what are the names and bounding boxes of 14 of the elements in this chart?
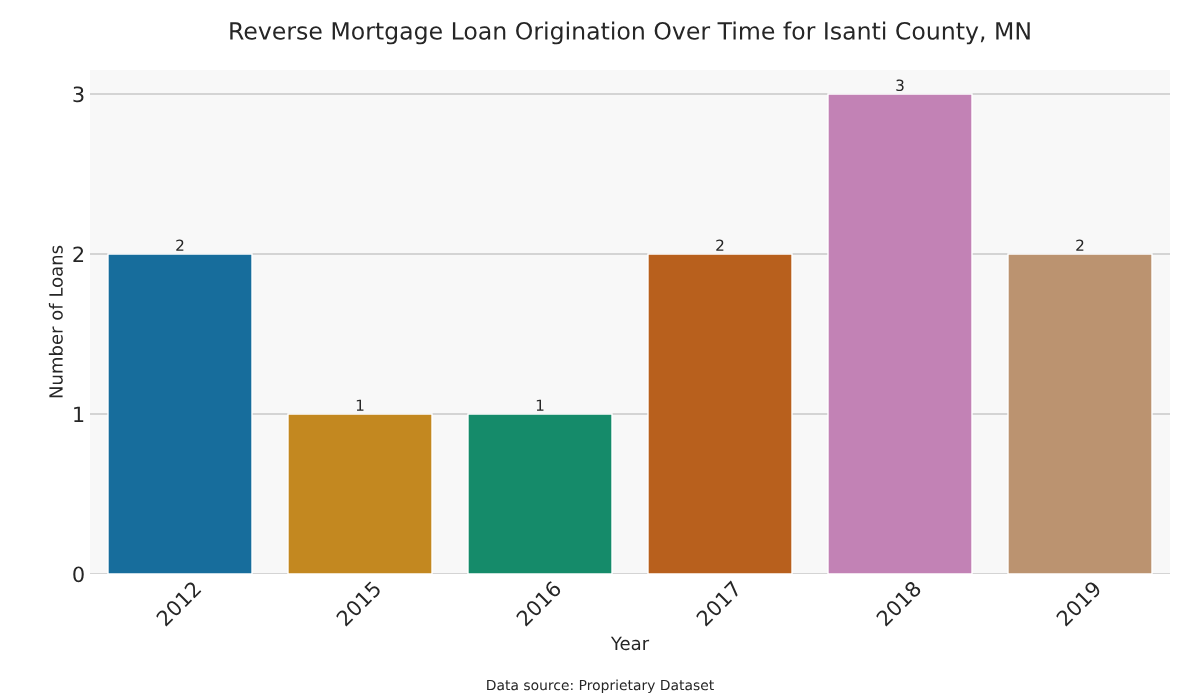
y-tick-label: 0 xyxy=(73,566,84,583)
data-label: 1 xyxy=(536,399,544,411)
chart-title: Reverse Mortgage Loan Origination Over Time for Isanti County, MN xyxy=(230,21,1030,45)
y-tick-label: 3 xyxy=(73,86,84,103)
data-label: 3 xyxy=(896,79,904,92)
y-tick-label: 2 xyxy=(73,246,84,262)
data-label: 2 xyxy=(176,239,184,251)
data-label: 2 xyxy=(716,239,724,251)
data-label: 1 xyxy=(356,399,364,411)
x-axis-title: Year xyxy=(610,636,650,651)
data-label: 2 xyxy=(1076,239,1084,251)
y-tick-label: 1 xyxy=(74,406,84,422)
source-note: Data source: Proprietary Dataset xyxy=(487,679,714,693)
y-axis-title: Number of Loans xyxy=(48,245,63,398)
